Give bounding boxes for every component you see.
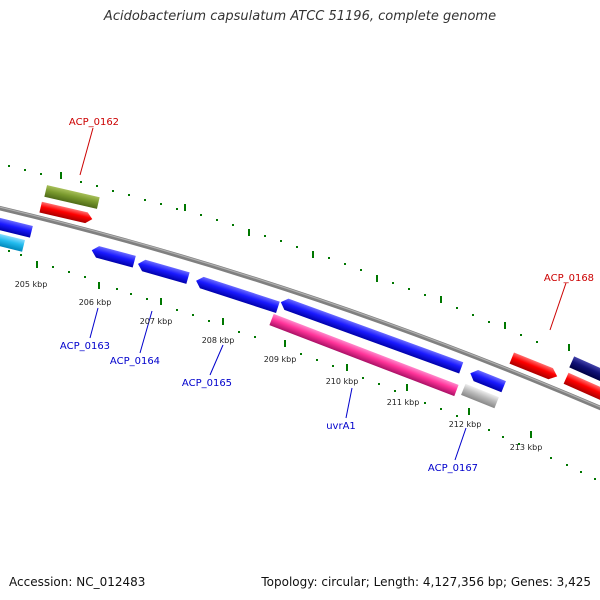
tick-label-205: 205 kbp: [15, 280, 48, 289]
gene-blue-left[interactable]: [0, 215, 33, 238]
accession-text: Accession: NC_012483: [9, 575, 146, 589]
gene-acp0167[interactable]: [461, 383, 499, 409]
gene-uvra1[interactable]: [269, 313, 459, 397]
gene-label-acp0163: ACP_0163: [60, 341, 110, 352]
gene-red-edge[interactable]: [563, 372, 600, 406]
gene-label-acp0168: ACP_0168: [544, 273, 594, 284]
gene-label-acp0162: ACP_0162: [69, 117, 119, 128]
tick-label-210: 210 kbp: [326, 377, 359, 386]
gene-label-uvra1: uvrA1: [326, 421, 356, 432]
genome-backbone: [0, 205, 600, 411]
gene-acp0162-olive[interactable]: [44, 185, 100, 209]
gene-acp0168[interactable]: [509, 352, 559, 381]
genome-title: Acidobacterium capsulatum ATCC 51196, co…: [103, 9, 497, 24]
tick-label-207: 207 kbp: [140, 317, 173, 326]
gene-label-acp0167: ACP_0167: [428, 463, 478, 474]
gene-acp0165[interactable]: [194, 275, 280, 313]
inner-tick-ring: [8, 250, 596, 480]
gene-label-acp0165: ACP_0165: [182, 378, 232, 389]
gene-acp0166[interactable]: [279, 297, 464, 374]
tick-label-211: 211 kbp: [387, 398, 420, 407]
gene-acp0167-blue[interactable]: [468, 368, 506, 393]
gene-acp0163[interactable]: [90, 245, 136, 268]
genome-stats-text: Topology: circular; Length: 4,127,356 bp…: [261, 575, 591, 589]
gene-label-acp0164: ACP_0164: [110, 356, 160, 367]
gene-acp0162[interactable]: [39, 201, 93, 225]
tick-label-206: 206 kbp: [79, 298, 112, 307]
tick-label-212: 212 kbp: [449, 420, 482, 429]
tick-label-213: 213 kbp: [510, 443, 543, 452]
tick-label-208: 208 kbp: [202, 336, 235, 345]
gene-navy-edge[interactable]: [569, 356, 600, 388]
gene-cyan-left[interactable]: [0, 230, 25, 252]
label-leaders: [79, 127, 567, 461]
tick-label-209: 209 kbp: [264, 355, 297, 364]
gene-acp0164[interactable]: [136, 258, 190, 284]
